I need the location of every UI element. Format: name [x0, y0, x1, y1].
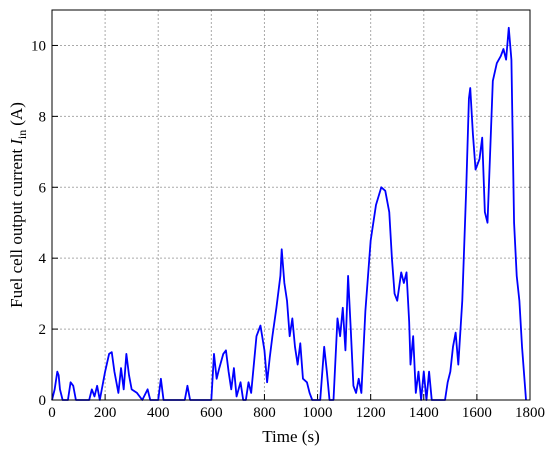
- x-tick-label: 0: [48, 405, 56, 421]
- y-label-symbol: I: [7, 138, 26, 146]
- x-tick-label: 800: [253, 405, 276, 421]
- plot-frame: [51, 9, 531, 401]
- y-axis-label: Fuel cell output current Iin (A): [7, 102, 29, 308]
- x-tick-label: 1200: [356, 405, 386, 421]
- y-label-text: Fuel cell output current: [7, 148, 26, 307]
- y-tick-label: 8: [39, 109, 47, 125]
- x-tick-label: 1400: [409, 405, 439, 421]
- y-tick-label: 6: [39, 180, 47, 196]
- x-tick-label: 1000: [303, 405, 333, 421]
- y-label-subscript: in: [15, 130, 29, 139]
- data-line: [51, 26, 527, 401]
- x-tick-label: 600: [200, 405, 223, 421]
- x-tick-label: 1800: [515, 405, 545, 421]
- x-tick-label: 200: [94, 405, 117, 421]
- x-tick-label: 400: [147, 405, 170, 421]
- y-label-unit: (A): [7, 102, 26, 126]
- y-tick-label: 4: [39, 251, 47, 267]
- x-axis-label: Time (s): [262, 427, 319, 446]
- y-tick-label: 0: [39, 393, 47, 409]
- y-tick-label: 2: [39, 322, 47, 338]
- y-tick-label: 10: [31, 38, 46, 54]
- x-tick-label: 1600: [462, 405, 492, 421]
